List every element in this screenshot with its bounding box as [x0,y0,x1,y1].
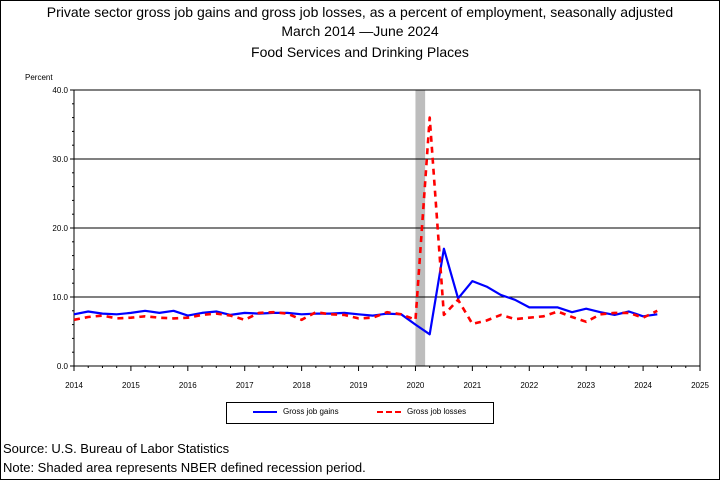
chart-title: Private sector gross job gains and gross… [46,4,674,20]
y-axis-label: Percent [25,73,53,82]
x-tick-label: 2023 [577,381,595,390]
x-tick-label: 2015 [122,381,140,390]
chart-date-range: March 2014 —June 2024 [281,23,439,39]
x-tick-label: 2014 [65,381,83,390]
y-tick-label: 10.0 [52,293,68,302]
x-tick-label: 2021 [463,381,481,390]
series-line-gross-job-gains [73,247,658,336]
y-tick-label: 40.0 [52,86,68,95]
footer-note: Note: Shaded area represents NBER define… [3,460,366,475]
x-tick-label: 2018 [293,381,311,390]
legend-swatch-losses [377,410,401,413]
legend-label-gains: Gross job gains [283,407,339,416]
x-tick-label: 2024 [634,381,652,390]
legend: Gross job gains Gross job losses [226,402,494,424]
chart-subtitle: Food Services and Drinking Places [251,44,469,60]
series-line-gross-job-losses [73,116,658,326]
x-tick-label: 2025 [691,381,709,390]
y-tick-label: 30.0 [52,155,68,164]
x-tick-label: 2019 [350,381,368,390]
plot-border [73,89,701,367]
x-tick-label: 2016 [179,381,197,390]
y-tick-label: 20.0 [52,224,68,233]
legend-item-gains: Gross job gains [253,407,339,416]
legend-item-losses: Gross job losses [377,407,466,416]
x-tick-label: 2020 [407,381,425,390]
x-tick-label: 2017 [236,381,254,390]
y-tick-label: 0.0 [57,362,69,371]
x-tick-label: 2022 [520,381,538,390]
legend-swatch-gains [253,410,277,413]
footer-source: Source: U.S. Bureau of Labor Statistics [3,441,230,456]
legend-label-losses: Gross job losses [407,407,467,416]
